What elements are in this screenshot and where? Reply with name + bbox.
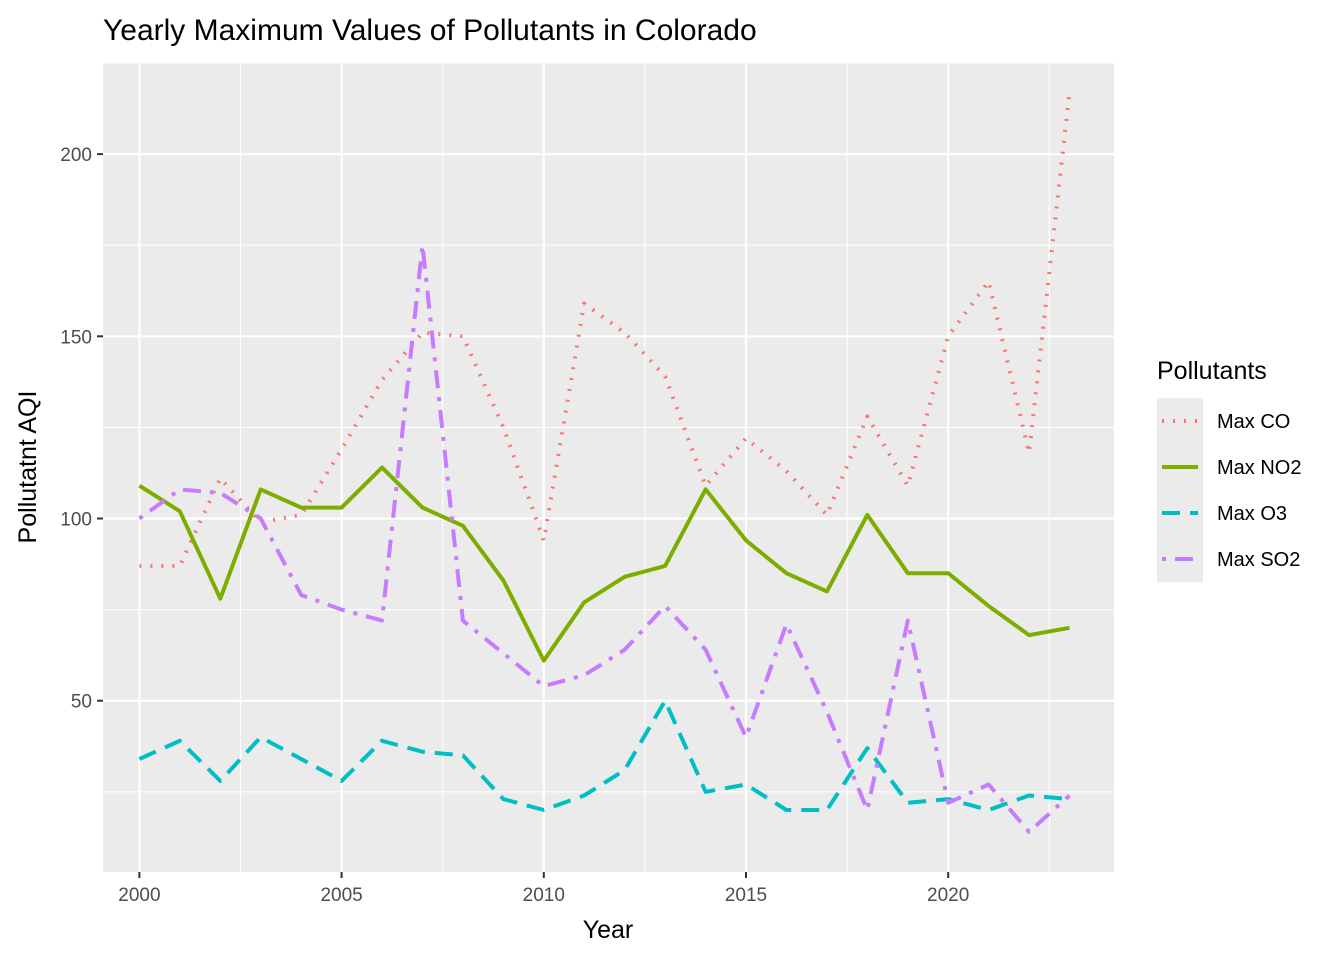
x-tick-label: 2000 bbox=[118, 885, 160, 906]
series-line-max-o3 bbox=[138, 698, 1070, 812]
x-tick-label: 2010 bbox=[523, 885, 565, 906]
legend: Pollutants Max CO Max NO2 Max O3 Max SO2 bbox=[1157, 357, 1301, 582]
x-tick-label: 2020 bbox=[927, 885, 969, 906]
chart-title: Yearly Maximum Values of Pollutants in C… bbox=[103, 14, 757, 47]
legend-key-background bbox=[1157, 398, 1203, 582]
x-axis: 2000 2005 2010 2015 2020 bbox=[118, 872, 969, 906]
minor-gridlines bbox=[103, 62, 1114, 872]
plot-panel bbox=[103, 63, 1114, 872]
y-axis-title: Pollutatnt AQI bbox=[14, 391, 42, 544]
y-axis: 50 100 150 200 bbox=[60, 145, 103, 713]
legend-label: Max SO2 bbox=[1217, 549, 1300, 571]
series-line-max-so2 bbox=[138, 243, 1071, 834]
x-tick-label: 2015 bbox=[725, 885, 767, 906]
y-tick-label: 150 bbox=[60, 327, 92, 348]
legend-label: Max CO bbox=[1217, 411, 1290, 433]
x-axis-title: Year bbox=[583, 916, 634, 944]
y-tick-label: 100 bbox=[60, 510, 92, 531]
series-line-max-no2 bbox=[138, 465, 1070, 663]
legend-label: Max O3 bbox=[1217, 503, 1287, 525]
series-lines bbox=[138, 91, 1072, 834]
legend-label: Max NO2 bbox=[1217, 457, 1301, 479]
major-gridlines bbox=[103, 63, 1114, 872]
y-tick-label: 200 bbox=[60, 145, 92, 166]
legend-title: Pollutants bbox=[1157, 357, 1267, 385]
x-tick-label: 2005 bbox=[320, 885, 362, 906]
y-tick-label: 50 bbox=[71, 692, 92, 713]
